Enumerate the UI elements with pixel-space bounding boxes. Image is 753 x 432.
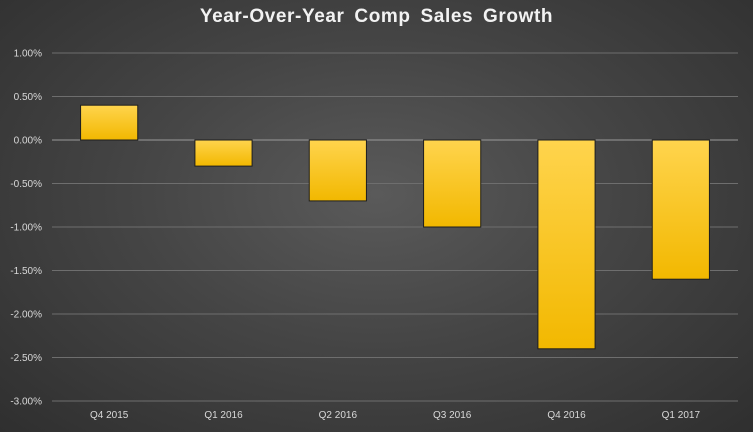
bar-q1-2017	[651, 139, 710, 280]
y-axis-ticks: 1.00% 0.50% 0.00% -0.50% -1.00% -1.50% -2.00% -…	[10, 49, 42, 408]
y-tick-label: -2.00%	[10, 310, 42, 321]
y-tick-label: 0.50%	[14, 92, 42, 103]
bar-q3-2016	[423, 139, 482, 228]
y-tick-label: 0.00%	[14, 136, 42, 147]
bar-q1-2016	[194, 139, 253, 167]
y-tick-label: -3.00%	[10, 397, 42, 408]
y-tick-label: -2.50%	[10, 353, 42, 364]
x-tick-label: Q1 2017	[662, 410, 701, 421]
bar-q4-2016	[537, 139, 596, 350]
y-tick-label: -1.00%	[10, 223, 42, 234]
bar-q4-2015	[80, 104, 139, 141]
chart-title: Year-Over-Year Comp Sales Growth	[199, 6, 554, 27]
x-tick-label: Q4 2015	[90, 410, 129, 421]
x-axis-ticks: Q4 2015 Q1 2016 Q2 2016 Q3 2016 Q4 2016 Q1 20…	[90, 410, 700, 421]
x-tick-label: Q2 2016	[319, 410, 358, 421]
x-tick-label: Q4 2016	[547, 410, 586, 421]
gridlines	[52, 52, 738, 402]
bar-q2-2016	[308, 139, 367, 202]
bars	[80, 104, 710, 350]
x-tick-label: Q3 2016	[433, 410, 472, 421]
y-tick-label: -0.50%	[10, 179, 42, 190]
x-tick-label: Q1 2016	[204, 410, 243, 421]
y-tick-label: 1.00%	[14, 49, 42, 60]
y-tick-label: -1.50%	[10, 266, 42, 277]
